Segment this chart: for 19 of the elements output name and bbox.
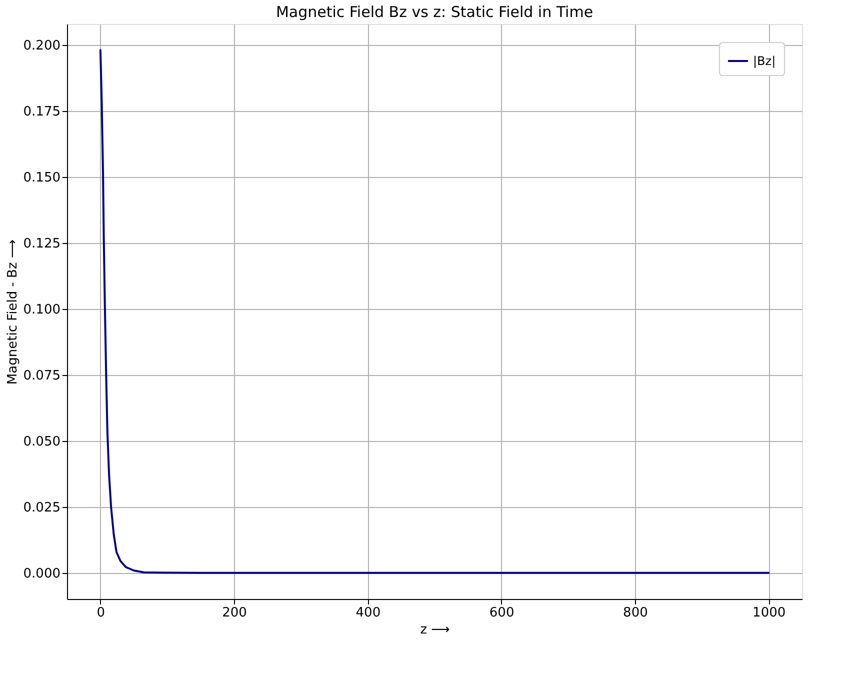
legend-label: |Bz| xyxy=(753,54,776,68)
x-tick-label: 400 xyxy=(356,606,381,620)
chart-title: Magnetic Field Bz vs z: Static Field in Time xyxy=(276,3,594,21)
x-tick-label: 600 xyxy=(489,606,514,620)
y-tick-label: 0.175 xyxy=(23,104,60,120)
y-axis-title: Magnetic Field - Bz ⟶ xyxy=(5,239,20,385)
y-tick-label: 0.025 xyxy=(23,500,60,516)
x-tick-label: 800 xyxy=(623,606,648,620)
y-tick-label: 0.200 xyxy=(23,38,60,54)
y-tick-label: 0.050 xyxy=(23,434,60,450)
y-tick-label: 0.075 xyxy=(23,368,60,384)
x-tick-label: 200 xyxy=(222,606,247,620)
y-tick-label: 0.125 xyxy=(23,236,60,252)
x-axis-title: z ⟶ xyxy=(420,622,450,638)
x-tick-label: 1000 xyxy=(752,606,786,620)
y-tick-label: 0.000 xyxy=(23,566,60,582)
y-tick-label: 0.100 xyxy=(23,302,60,318)
x-tick-label: 0 xyxy=(96,606,106,620)
y-tick-label: 0.150 xyxy=(23,170,60,186)
